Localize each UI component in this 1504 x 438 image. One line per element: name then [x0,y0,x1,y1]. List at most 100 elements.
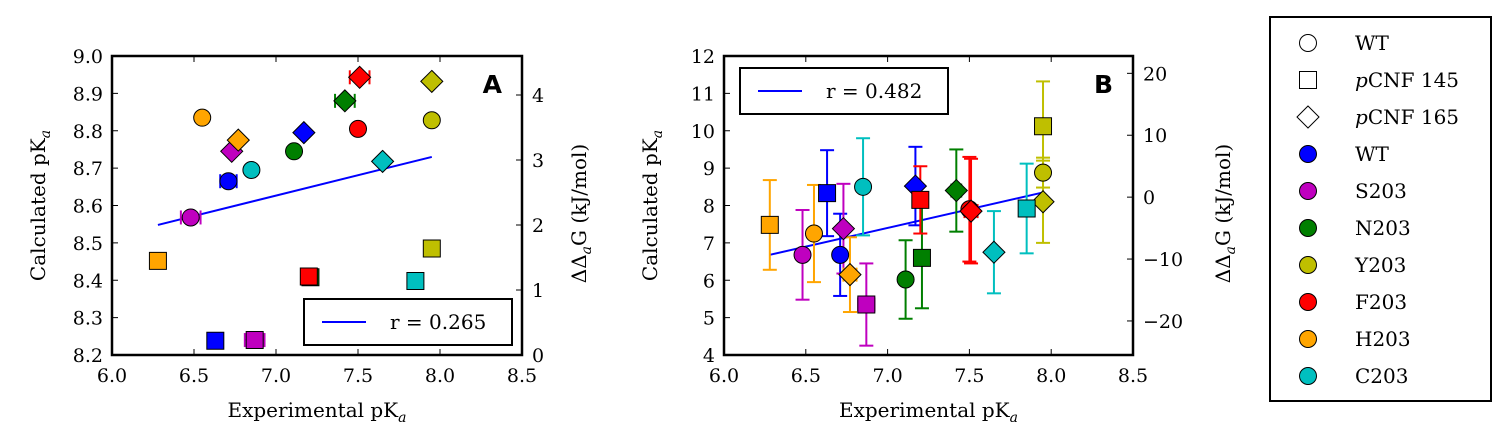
data-point-h203-circle [193,108,212,127]
y-tick-label: 8.9 [73,83,103,105]
y2-axis-label-rest: G (kJ/mol) [567,144,591,246]
data-point-s203-square [245,331,264,350]
y-tick-label: 8.5 [73,233,103,255]
x-tick-label: 8.0 [1036,365,1066,387]
x-tick-label: 8.5 [507,365,537,387]
y-axis-label-subscript: a [38,130,54,138]
data-point-y203-circle [422,111,441,130]
legend-label-rest: CNF 145 [1368,68,1459,92]
x-axis-label-base: Experimental pK [228,398,400,422]
legend-label: S203 [1355,179,1407,203]
y2-tick-label: 1 [532,280,544,302]
legend-marker-wt [1299,145,1317,163]
fit-legend-label: r = 0.482 [826,79,922,103]
panel-a: 6.0 6.5 7.0 7.5 8.0 8.5 8.2 8.3 8.4 8.5 8.6 8.7 8.8 8… [26,46,595,426]
data-point-h203-circle [804,224,823,243]
data-point-f203-diamond [959,199,983,223]
data-point-s203-diamond [831,216,856,241]
data-point-h203-square [148,251,167,270]
legend-marker-pcnf-165 [1296,105,1320,129]
legend-label: WT [1355,142,1390,166]
data-point-s203-circle [181,208,200,227]
legend-label: N203 [1355,216,1411,240]
y-tick-label: 8.4 [73,270,103,292]
legend-marker-n203 [1299,219,1317,237]
y-axis-label-base: Calculated pK [638,137,662,281]
y2-tick-label: 0 [1143,187,1155,209]
y-tick-label: 9.0 [73,46,103,68]
data-point-n203-diamond [944,178,969,203]
legend-marker-s203 [1299,182,1317,200]
fit-line [769,191,1044,256]
x-tick-label: 6.5 [179,365,209,387]
x-tick-label: 7.5 [343,365,373,387]
y-tick-label: 6 [703,270,715,292]
data-point-n203-diamond [333,89,357,113]
y-tick-label: 10 [691,121,715,143]
y2-tick-label: 2 [532,215,544,237]
legend-label: pCNF 165pCNF 165 [1355,105,1459,129]
data-point-wt-circle [219,172,238,191]
panel-letter: A [483,70,503,99]
x-axis-label: Experimental pKaExperimental pKa [839,398,1018,426]
data-point-f203-diamond [347,65,372,90]
data-point-c203-square [1017,199,1036,218]
panel-letter: B [1094,70,1113,99]
legend-label: WT [1355,31,1390,55]
legend-marker-y203 [1299,256,1317,274]
y-tick-label: 8.2 [73,345,103,367]
x-tick-label: 6.5 [791,365,821,387]
x-axis-label: Experimental pKaExperimental pKa [228,398,407,426]
data-point-y203-square [1034,117,1053,136]
legend-label: C203 [1355,364,1408,388]
x-axis-label-subscript: a [398,410,406,426]
data-point-s203-square [857,295,876,314]
data-point-f203-square [299,267,318,286]
y-tick-label: 12 [691,46,715,68]
y2-axis-label-subscript: a [1223,246,1239,254]
legend-marker-f203 [1299,293,1317,311]
legend-label: H203 [1355,327,1411,351]
y-tick-label: 8.7 [73,158,103,180]
legend-label: F203 [1355,290,1407,314]
data-point-h203-square [760,215,779,234]
y2-tick-label: 4 [532,85,544,107]
y-tick-label: 8.6 [73,196,103,218]
legend-marker-wt [1299,34,1317,52]
data-point-y203-diamond [420,69,444,94]
x-axis-label-subscript: a [1010,410,1018,426]
x-tick-label: 7.0 [872,365,902,387]
x-tick-label: 6.0 [709,365,739,387]
data-point-c203-square [406,271,425,290]
y2-axis-label-base: ΔΔ [1211,254,1235,283]
y2-tick-label: −10 [1143,249,1183,271]
y2-axis-label-base: ΔΔ [567,254,591,283]
data-point-f203-circle [349,119,367,138]
data-point-s203-circle [793,245,812,264]
y2-axis-label-subscript: a [579,246,595,254]
data-point-y203-circle [1034,163,1053,182]
data-point-c203-diamond [982,240,1006,264]
y2-tick-label: −20 [1143,311,1183,333]
legend-label: Y203 [1354,253,1406,277]
y-tick-label: 4 [703,345,715,367]
data-point-c203-circle [242,160,261,179]
fit-legend-label: r = 0.265 [390,310,486,334]
data-point-h203-diamond [226,128,250,152]
y2-tick-label: 0 [532,345,544,367]
x-tick-label: 7.0 [261,365,291,387]
y-axis-label-subscript: a [650,130,666,138]
y-tick-label: 8 [703,196,715,218]
x-tick-label: 6.0 [97,365,127,387]
data-point-wt-diamond [292,120,316,145]
data-point-c203-circle [854,177,873,196]
legend-label-italic: p [1355,68,1368,92]
y-tick-label: 7 [703,233,715,255]
y2-tick-label: 3 [532,150,544,172]
legend-marker-h203 [1299,330,1317,348]
x-tick-label: 8.5 [1118,365,1148,387]
